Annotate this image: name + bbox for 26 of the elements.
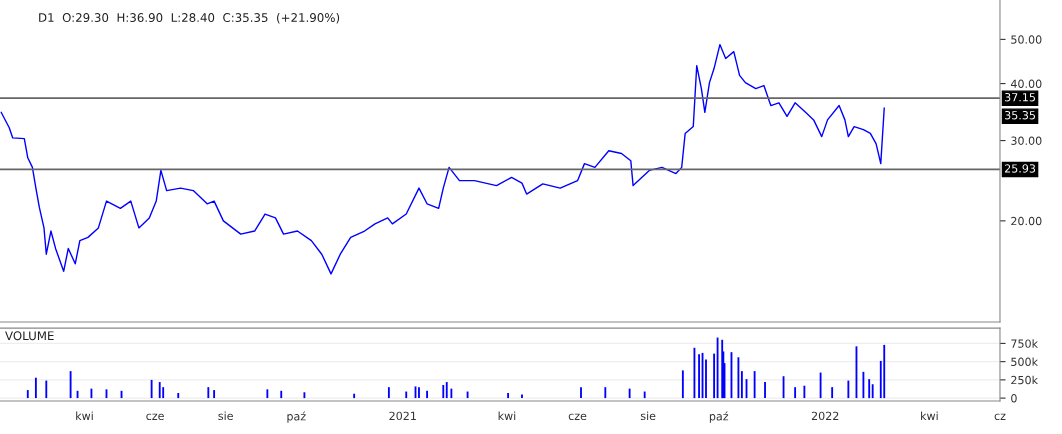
x-tick-label: cze <box>568 413 587 421</box>
x-tick-label: paź <box>709 411 729 423</box>
y-tick-label: 0 <box>1011 394 1017 403</box>
ref-line-label: 37.15 <box>1004 93 1035 102</box>
chart-title: VOLUME <box>5 331 54 341</box>
x-tick-label: sie <box>640 411 656 421</box>
y-tick-label: 50.00 <box>1011 35 1042 44</box>
x-tick-label: kwi <box>921 411 938 420</box>
x-tick-label: 2021 <box>389 411 416 421</box>
x-tick-label: kwi <box>498 411 516 420</box>
y-tick-label: 30.00 <box>1011 136 1042 145</box>
ref-line-label: 25.93 <box>1004 164 1036 173</box>
x-tick-label: cz <box>994 413 1006 421</box>
y-tick-label: 750k <box>1011 339 1039 348</box>
y-tick-label: 250k <box>1011 375 1039 385</box>
text: 35.35 <box>1004 111 1035 120</box>
text: D1 O:29.30 H:36.90 L:28.40 C:35.35 (+21.90%) <box>39 12 340 24</box>
x-tick-label: 2022 <box>811 411 839 421</box>
y-tick-label: 500k <box>1011 357 1039 367</box>
x-tick-label: kwi <box>76 411 93 420</box>
line-series <box>0 43 885 275</box>
y-tick-label: 40.00 <box>1010 79 1042 88</box>
x-tick-label: paź <box>287 411 306 423</box>
x-tick-label: sie <box>218 411 233 421</box>
x-tick-label: cze <box>146 413 164 421</box>
y-tick-label: 20.00 <box>1011 216 1042 226</box>
